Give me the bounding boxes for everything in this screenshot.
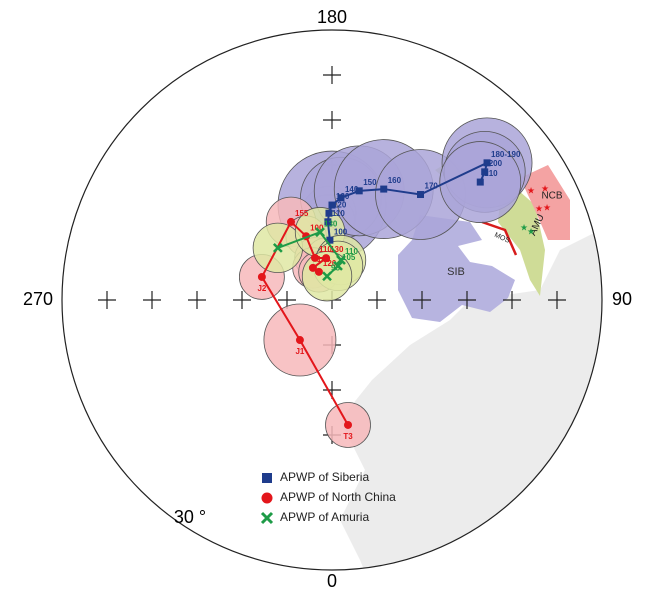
- pole-marker: [287, 217, 296, 226]
- tick-cross: [368, 291, 386, 309]
- pole-label: 110: [332, 209, 345, 218]
- pole-marker: [333, 260, 343, 271]
- pole-label: 130: [330, 245, 344, 254]
- pole-marker: [481, 168, 489, 176]
- direction-label: 180: [317, 7, 347, 27]
- amuria-block: [498, 190, 545, 296]
- tick-cross: [413, 291, 431, 309]
- edge-label: 30 °: [174, 507, 206, 527]
- pole-label: 180-190: [491, 150, 521, 159]
- pole-label: 110: [319, 245, 332, 254]
- tick-cross: [233, 291, 251, 309]
- star: ★: [527, 226, 535, 236]
- pole-marker: [314, 267, 323, 276]
- pole-label: 150: [363, 178, 377, 187]
- pole-label: 105: [342, 253, 356, 262]
- pole-marker: [295, 336, 304, 345]
- direction-label: 0: [327, 571, 337, 591]
- legend-label: APWP of Siberia: [280, 470, 369, 484]
- pole-marker: [355, 187, 363, 195]
- pole-label: 160: [388, 176, 402, 185]
- legend-label: APWP of Amuria: [280, 510, 369, 524]
- region-label: SIB: [447, 266, 465, 278]
- pole-label: 170: [425, 182, 439, 191]
- pole-label: 200: [489, 159, 503, 168]
- tick-cross: [503, 291, 521, 309]
- legend-marker: [261, 492, 273, 504]
- pole-label: 100: [334, 227, 348, 236]
- pole-label: 120: [323, 259, 337, 268]
- direction-label: 270: [23, 289, 53, 309]
- projection-circle: [61, 29, 603, 571]
- pole-label: 120: [333, 200, 347, 209]
- legend-marker: [262, 473, 272, 483]
- pole-marker: [483, 159, 491, 167]
- region-label: NCB: [541, 191, 562, 202]
- pole-marker: [337, 194, 345, 202]
- pole-label: J1: [295, 347, 304, 356]
- pole-marker: [272, 243, 283, 253]
- ncb-block: [520, 165, 570, 240]
- pole-label: 95: [331, 263, 340, 272]
- star: ★: [520, 222, 528, 232]
- pole-marker: [417, 191, 425, 199]
- pole-marker: [336, 255, 346, 265]
- tick-cross: [143, 291, 161, 309]
- pole-marker: [326, 236, 334, 244]
- star: ★: [543, 202, 551, 212]
- tick-cross: [98, 291, 116, 309]
- pole-marker: [308, 263, 317, 272]
- tick-cross: [278, 291, 296, 309]
- pole-marker: [476, 178, 484, 186]
- star: ★: [535, 203, 543, 213]
- pole-marker: [325, 209, 333, 217]
- pole-label: 140: [345, 185, 359, 194]
- pole-label: 130: [324, 219, 338, 228]
- direction-label: 90: [612, 289, 632, 309]
- tick-cross: [323, 111, 341, 129]
- pole-marker: [380, 185, 388, 193]
- star: ★: [527, 185, 535, 195]
- stars: ★ ★ ★ ★: [527, 183, 551, 213]
- pole-marker: [344, 420, 353, 429]
- pole-marker: [315, 227, 325, 238]
- pole-marker: [324, 218, 332, 226]
- pole-marker: [322, 254, 331, 263]
- legend-label: APWP of North China: [280, 490, 396, 504]
- pole-label: 140: [317, 255, 331, 264]
- pole-marker: [322, 271, 332, 282]
- mos-suture: [481, 220, 518, 256]
- siberia-block: [398, 215, 515, 322]
- pole-marker: [257, 272, 266, 281]
- pole-label: 155: [295, 209, 309, 218]
- pole-marker: [310, 253, 319, 262]
- pole-label: 110: [345, 247, 358, 256]
- pole-label: J2: [257, 284, 266, 293]
- tick-cross: [323, 66, 341, 84]
- tick-cross: [548, 291, 566, 309]
- pole-label: T3: [343, 432, 353, 441]
- legend-marker: [260, 511, 274, 525]
- tick-cross: [188, 291, 206, 309]
- pole-marker: [328, 201, 336, 209]
- star: ★: [541, 183, 549, 193]
- tick-cross: [458, 291, 476, 309]
- stars: ★★: [520, 222, 535, 236]
- pole-label: 210: [484, 169, 498, 178]
